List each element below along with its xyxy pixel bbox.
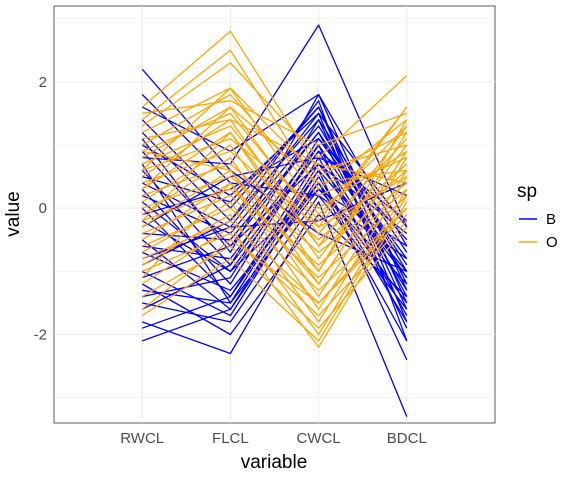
series-O-line-0: [141, 30, 407, 171]
series-O-line-35: [141, 106, 408, 228]
x-tick-label-CWCL: CWCL: [297, 430, 341, 447]
series-O-line-18: [141, 194, 408, 279]
series-O-line-31: [141, 87, 408, 216]
series-O-line-13: [141, 132, 408, 273]
legend-title: sp: [517, 181, 537, 202]
legend-label-B: B: [546, 211, 556, 228]
x-axis-title: variable: [241, 452, 308, 473]
series-lines: [141, 24, 408, 417]
y-axis-title: value: [3, 191, 24, 236]
series-O-line-2: [141, 62, 408, 159]
series-O-line-19: [141, 169, 408, 310]
series-B-line-25: [141, 201, 408, 417]
y-tick-label: -2: [34, 327, 47, 344]
series-B-line-7: [141, 119, 408, 310]
series-O-line-26: [141, 226, 408, 329]
x-tick-label-FLCL: FLCL: [212, 430, 249, 447]
legend: sp B O: [517, 181, 558, 251]
series-O-line-32: [141, 131, 408, 247]
x-tick-label-BDCL: BDCL: [387, 430, 427, 447]
series-O-line-28: [141, 195, 408, 342]
y-tick-label: 2: [39, 74, 47, 91]
series-O-line-6: [141, 106, 407, 184]
series-O-line-34: [141, 150, 408, 285]
y-tick-label: 0: [39, 200, 47, 217]
series-O-line-29: [142, 100, 408, 146]
series-O-line-33: [142, 119, 408, 273]
series-O-line-8: [141, 138, 408, 209]
x-tick-labels: RWCL FLCL CWCL BDCL: [120, 430, 427, 447]
y-tick-labels: -2 0 2: [34, 74, 47, 344]
series-O-line-27: [141, 207, 408, 310]
x-tick-label-RWCL: RWCL: [120, 430, 164, 447]
series-O-line-3: [141, 87, 408, 178]
series-B-line-31: [141, 106, 408, 304]
legend-label-O: O: [546, 234, 558, 251]
